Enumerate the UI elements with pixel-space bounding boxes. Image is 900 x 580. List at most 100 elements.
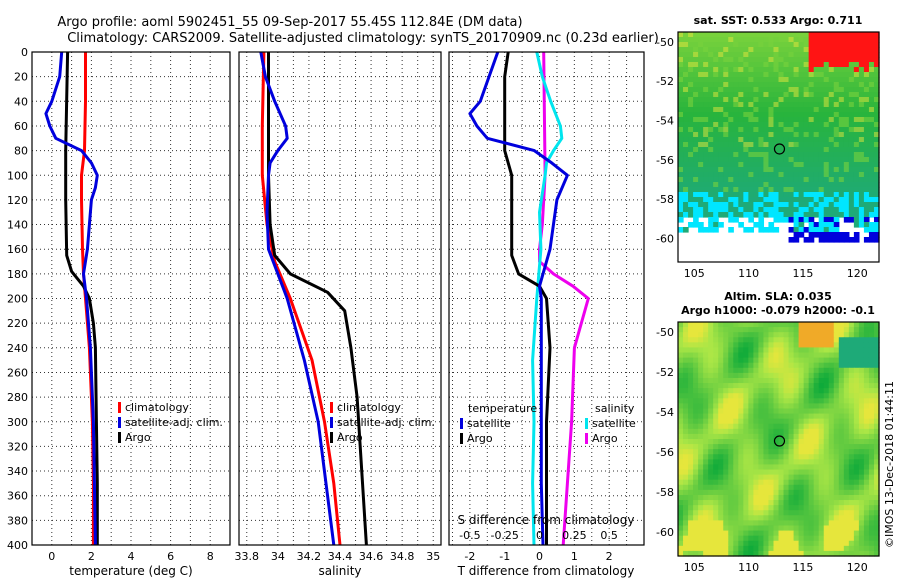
heatmap-cell (763, 62, 770, 68)
heatmap-cell (863, 352, 870, 359)
heatmap-cell (838, 464, 845, 471)
heatmap-cell (873, 132, 880, 138)
heatmap-cell (708, 172, 714, 178)
heatmap-cell (873, 530, 880, 537)
heatmap-cell (713, 347, 719, 354)
heatmap-cell (783, 510, 790, 516)
heatmap-cell (818, 122, 825, 128)
heatmap-cell (793, 403, 800, 410)
heatmap-cell (723, 322, 729, 328)
heatmap-cell (838, 337, 845, 343)
heatmap-cell (763, 525, 770, 532)
heatmap-cell (803, 97, 810, 103)
heatmap-cell (748, 172, 754, 178)
heatmap-cell (738, 479, 744, 486)
heatmap-cell (773, 327, 780, 333)
heatmap-cell (723, 510, 729, 516)
heatmap-cell (858, 464, 865, 471)
heatmap-cell (808, 222, 815, 228)
heatmap-cell (858, 377, 865, 384)
heatmap-cell (828, 525, 835, 532)
heatmap-cell (823, 182, 830, 188)
legend-label: satellite-adj. clim. (337, 416, 435, 429)
heatmap-cell (788, 197, 795, 203)
heatmap-cell (848, 237, 855, 243)
heatmap-cell (723, 342, 729, 349)
heatmap-cell (763, 413, 770, 420)
heatmap-cell (788, 454, 795, 460)
heatmap-cell (768, 127, 775, 133)
heatmap-cell (753, 102, 760, 108)
heatmap-cell (853, 469, 860, 476)
heatmap-cell (813, 132, 820, 138)
heatmap-cell (813, 182, 820, 188)
argo-position-marker (773, 435, 786, 447)
heatmap-cell (743, 510, 749, 516)
heatmap-cell (713, 500, 719, 506)
heatmap-cell (688, 152, 694, 158)
heatmap-cell (803, 152, 810, 158)
heatmap-cell (738, 449, 744, 455)
heatmap-cell (698, 494, 704, 501)
heatmap-cell (753, 347, 760, 354)
heatmap-cell (843, 127, 850, 133)
heatmap-cell (703, 37, 709, 43)
heatmap-cell (843, 515, 850, 521)
heatmap-cell (863, 423, 870, 430)
heatmap-cell (703, 474, 709, 481)
heatmap-cell (843, 42, 850, 48)
heatmap-cell (788, 112, 795, 118)
heatmap-cell (793, 383, 800, 389)
heatmap-cell (678, 545, 684, 552)
heatmap-cell (833, 449, 840, 455)
heatmap-cell (708, 52, 714, 58)
heatmap-cell (788, 187, 795, 193)
heatmap-cell (778, 32, 785, 38)
heatmap-cell (728, 459, 734, 466)
heatmap-cell (778, 327, 785, 333)
heatmap-cell (718, 484, 724, 491)
heatmap-cell (873, 500, 880, 506)
heatmap-cell (683, 32, 689, 38)
heatmap-cell (748, 545, 754, 552)
heatmap-cell (778, 332, 785, 338)
heatmap-cell (703, 117, 709, 123)
heatmap-cell (798, 423, 805, 430)
heatmap-cell (813, 212, 820, 218)
heatmap-cell (733, 62, 739, 68)
heatmap-cell (693, 132, 699, 138)
salinity-series (259, 51, 368, 546)
heatmap-cell (753, 77, 760, 83)
heatmap-cell (858, 162, 865, 168)
heatmap-cell (803, 520, 810, 527)
heatmap-cell (818, 479, 825, 486)
heatmap-cell (738, 52, 744, 58)
heatmap-cell (798, 550, 805, 557)
heatmap-cell (813, 530, 820, 537)
heatmap-cell (813, 107, 820, 113)
heatmap-cell (783, 122, 790, 128)
heatmap-cell (873, 433, 880, 440)
heatmap-cell (808, 408, 815, 415)
heatmap-cell (728, 202, 734, 208)
heatmap-cell (723, 479, 729, 486)
heatmap-cell (858, 217, 865, 223)
series-line-s-argo (538, 51, 590, 546)
heatmap-cell (868, 97, 875, 103)
heatmap-cell (853, 479, 860, 486)
heatmap-cell (713, 367, 719, 374)
heatmap-cell (748, 530, 754, 537)
heatmap-cell (868, 37, 875, 43)
heatmap-cell (843, 423, 850, 430)
heatmap-cell (823, 52, 830, 58)
heatmap-cell (753, 428, 760, 435)
heatmap-cell (843, 32, 850, 38)
heatmap-cell (768, 545, 775, 552)
heatmap-cell (768, 322, 775, 328)
heatmap-cell (823, 444, 830, 450)
heatmap-cell (803, 32, 810, 38)
heatmap-cell (743, 202, 749, 208)
heatmap-cell (698, 202, 704, 208)
heatmap-cell (768, 454, 775, 460)
heatmap-cell (698, 157, 704, 163)
